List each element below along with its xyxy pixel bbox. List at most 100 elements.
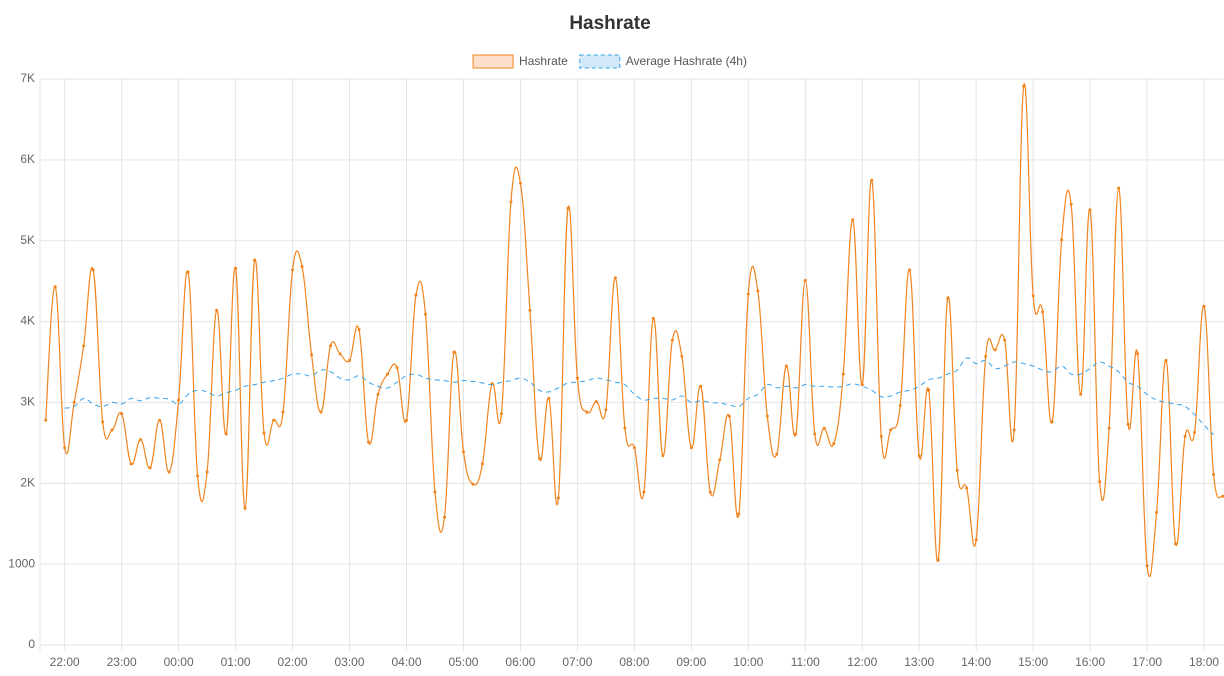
legend-label: Hashrate <box>519 54 568 68</box>
data-point <box>974 538 978 542</box>
data-point <box>670 338 674 342</box>
data-point <box>414 293 418 297</box>
data-point <box>727 414 731 418</box>
x-tick-label: 06:00 <box>505 655 535 669</box>
data-point <box>1098 480 1102 484</box>
data-point <box>661 454 665 458</box>
data-point <box>585 410 589 414</box>
data-point <box>480 462 484 466</box>
y-tick-label: 1000 <box>8 556 35 570</box>
data-point <box>499 412 503 416</box>
data-point <box>1155 510 1159 514</box>
data-point <box>186 270 190 274</box>
series-line <box>45 83 1224 577</box>
data-point <box>243 506 247 510</box>
data-point <box>1145 564 1149 568</box>
grid: 0 1000 2K 3K 4K 5K 6K 7K 22:00 23:00 00:00 01:00 02:… <box>8 71 1224 669</box>
x-tick-label: 04:00 <box>391 655 421 669</box>
data-point <box>452 350 456 354</box>
data-point <box>718 458 722 462</box>
data-point <box>158 418 162 422</box>
x-tick-label: 02:00 <box>278 655 308 669</box>
data-point <box>148 466 152 470</box>
data-point <box>129 462 133 466</box>
data-point <box>832 442 836 446</box>
data-point <box>91 268 95 272</box>
data-point <box>281 410 285 414</box>
data-point <box>338 352 342 356</box>
data-point <box>272 418 276 422</box>
data-point <box>775 452 779 456</box>
data-point <box>1069 202 1073 206</box>
data-point <box>1212 472 1216 476</box>
x-tick-label: 09:00 <box>676 655 706 669</box>
data-point <box>1003 338 1007 342</box>
data-point <box>870 178 874 182</box>
y-tick-label: 4K <box>20 314 35 328</box>
data-point <box>262 431 266 435</box>
x-tick-label: 22:00 <box>50 655 80 669</box>
data-point <box>139 438 143 442</box>
data-point <box>386 372 390 376</box>
data-point <box>841 372 845 376</box>
data-point <box>310 353 314 357</box>
x-tick-label: 00:00 <box>164 655 194 669</box>
y-tick-label: 0 <box>28 637 35 651</box>
data-point <box>566 206 570 210</box>
legend-swatch <box>579 54 621 69</box>
chart-title: Hashrate <box>569 13 650 34</box>
data-point <box>699 384 703 388</box>
x-tick-label: 08:00 <box>619 655 649 669</box>
data-point <box>1126 422 1130 426</box>
data-point <box>651 316 655 320</box>
y-tick-label: 6K <box>20 152 35 166</box>
data-point <box>908 268 912 272</box>
data-point <box>1060 238 1064 242</box>
data-point <box>300 265 304 269</box>
y-tick-label: 3K <box>20 395 35 409</box>
data-point <box>167 470 171 474</box>
data-point <box>205 470 209 474</box>
data-point <box>44 418 48 422</box>
y-tick-label: 2K <box>20 475 35 489</box>
data-point <box>82 344 86 348</box>
data-point <box>803 278 807 282</box>
data-point <box>101 420 105 424</box>
data-point <box>547 396 551 400</box>
data-point <box>1193 430 1197 434</box>
x-tick-label: 05:00 <box>448 655 478 669</box>
x-tick-label: 16:00 <box>1075 655 1105 669</box>
data-point <box>196 474 200 478</box>
data-point <box>889 428 893 432</box>
data-point <box>746 292 750 296</box>
series-line <box>64 357 1214 436</box>
data-point <box>955 468 959 472</box>
data-point <box>860 383 864 387</box>
data-point <box>784 364 788 368</box>
plot-area <box>44 83 1224 577</box>
data-point <box>367 440 371 444</box>
data-point <box>1079 392 1083 396</box>
data-point <box>917 454 921 458</box>
data-point <box>765 414 769 418</box>
data-point <box>556 496 560 500</box>
data-point <box>224 432 228 436</box>
y-tick-label: 5K <box>20 233 35 247</box>
data-point <box>404 418 408 422</box>
data-point <box>1117 186 1121 190</box>
x-tick-label: 13:00 <box>904 655 934 669</box>
x-tick-label: 03:00 <box>335 655 365 669</box>
x-tick-label: 14:00 <box>961 655 991 669</box>
x-tick-label: 23:00 <box>107 655 137 669</box>
data-point <box>376 392 380 396</box>
data-point <box>395 366 399 370</box>
data-point <box>623 426 627 430</box>
data-point <box>965 486 969 490</box>
data-point <box>348 358 352 362</box>
data-point <box>537 456 541 460</box>
data-point <box>813 432 817 436</box>
data-point <box>319 410 323 414</box>
x-tick-label: 11:00 <box>791 655 820 669</box>
